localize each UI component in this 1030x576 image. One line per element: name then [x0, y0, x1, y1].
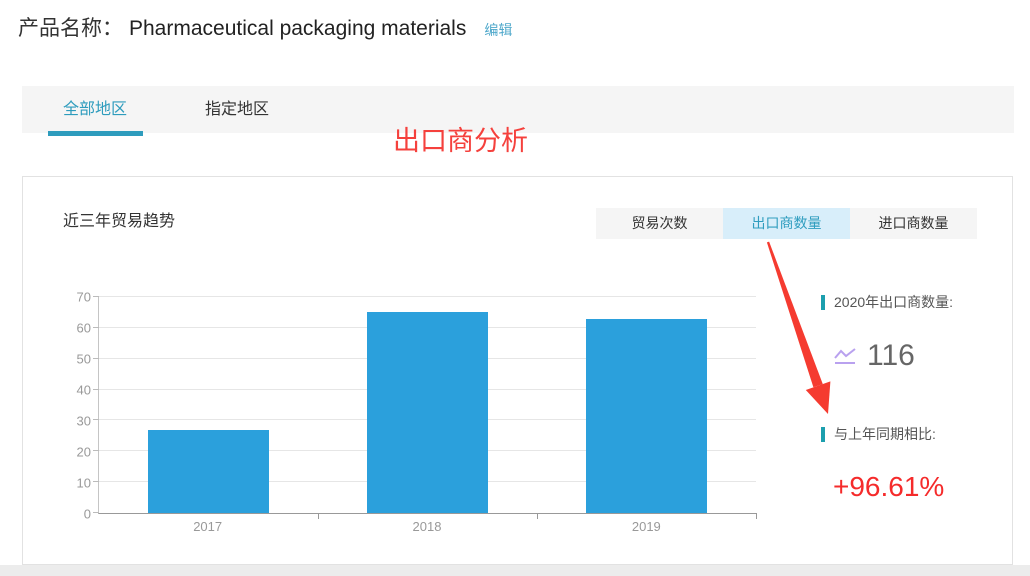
y-tick-label: 50 — [76, 351, 91, 367]
exporter-count-value: 116 — [867, 339, 915, 372]
y-tick-label: 20 — [76, 444, 91, 460]
product-name-label: 产品名称： — [18, 17, 123, 40]
y-tick — [93, 450, 99, 452]
stat-yoy-comparison: 与上年同期相比: +96.61% — [821, 424, 1016, 503]
y-tick-label: 40 — [76, 382, 91, 398]
y-tick-label: 10 — [76, 475, 91, 491]
y-axis-labels: 0 10 20 30 40 50 60 70 — [51, 290, 91, 522]
x-tick — [318, 513, 319, 519]
tab-specified-regions[interactable]: 指定地区 — [204, 101, 269, 118]
bar-2019[interactable] — [586, 318, 707, 513]
region-tab-bar: 全部地区 指定地区 — [22, 86, 1014, 136]
y-tick — [93, 296, 99, 297]
tab-all-regions[interactable]: 全部地区 — [42, 86, 148, 136]
y-tick-label: 30 — [76, 413, 91, 429]
trend-line-icon — [834, 348, 856, 364]
plot-area — [93, 296, 757, 519]
y-tick — [93, 419, 99, 421]
y-tick-label: 70 — [76, 289, 91, 305]
edit-link[interactable]: 编辑 — [484, 22, 513, 38]
y-tick — [93, 357, 99, 359]
bar-slot — [318, 297, 537, 513]
y-tick — [93, 512, 99, 513]
bar-2018[interactable] — [367, 312, 488, 513]
chart-title: 近三年贸易趋势 — [63, 213, 176, 230]
x-tick — [756, 513, 757, 519]
stat-label: 2020年出口商数量: — [834, 294, 954, 310]
x-tick — [537, 513, 538, 519]
page-bottom-strip — [0, 565, 1030, 576]
x-axis-labels: 2017 2018 2019 — [98, 519, 756, 534]
y-tick-label: 0 — [83, 506, 91, 522]
y-tick — [93, 326, 99, 328]
stat-exporter-count-2020: 2020年出口商数量: 116 — [821, 292, 1016, 373]
bar-slot — [537, 297, 756, 513]
yoy-percentage-value: +96.61% — [833, 471, 945, 502]
product-name-value: Pharmaceutical packaging materials — [129, 17, 467, 40]
y-tick — [93, 388, 99, 390]
trade-count-button[interactable]: 贸易次数 — [596, 208, 723, 239]
y-tick-label: 60 — [76, 320, 91, 336]
teal-marker — [821, 426, 825, 442]
trend-card: 近三年贸易趋势 贸易次数 出口商数量 进口商数量 0 10 20 30 40 50 60 70… — [22, 176, 1013, 565]
exporter-analysis-annotation: 出口商分析 — [393, 126, 528, 156]
bar-2017[interactable] — [148, 429, 269, 513]
metric-toggle-group: 贸易次数 出口商数量 进口商数量 — [596, 208, 977, 239]
teal-marker — [821, 294, 825, 310]
x-tick-label: 2019 — [631, 519, 661, 534]
x-tick-label: 2017 — [193, 519, 223, 534]
stat-label: 与上年同期相比: — [834, 426, 936, 442]
exporter-count-button[interactable]: 出口商数量 — [723, 208, 850, 239]
bars — [99, 297, 756, 513]
gridline — [99, 296, 756, 297]
y-tick — [93, 481, 99, 483]
importer-count-button[interactable]: 进口商数量 — [850, 208, 977, 239]
x-tick-label: 2018 — [412, 519, 442, 534]
page-title: 产品名称： Pharmaceutical packaging materials… — [18, 12, 512, 42]
bar-slot — [99, 297, 318, 513]
